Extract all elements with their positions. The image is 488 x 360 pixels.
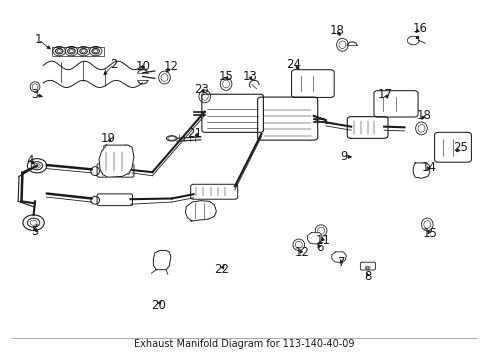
Text: 16: 16 xyxy=(412,22,427,35)
Text: 15: 15 xyxy=(218,70,233,83)
Text: 17: 17 xyxy=(377,88,392,101)
Text: 3: 3 xyxy=(31,88,39,101)
Text: 9: 9 xyxy=(340,150,347,163)
Bar xyxy=(51,46,103,56)
Polygon shape xyxy=(185,201,216,221)
Text: 21: 21 xyxy=(187,126,202,140)
Text: 18: 18 xyxy=(416,109,430,122)
Text: 12: 12 xyxy=(294,247,308,260)
Polygon shape xyxy=(153,251,170,270)
Text: 18: 18 xyxy=(328,24,344,37)
Polygon shape xyxy=(331,252,346,262)
Text: 4: 4 xyxy=(26,154,34,167)
Text: 11: 11 xyxy=(315,234,330,247)
Text: 24: 24 xyxy=(286,58,301,71)
Text: 23: 23 xyxy=(194,83,209,96)
Text: 15: 15 xyxy=(422,227,436,240)
Text: 10: 10 xyxy=(135,60,150,73)
Text: 1: 1 xyxy=(35,33,42,46)
Text: 20: 20 xyxy=(150,299,165,312)
Text: 7: 7 xyxy=(337,256,345,269)
Text: 19: 19 xyxy=(100,131,115,144)
Polygon shape xyxy=(412,163,429,178)
Text: 22: 22 xyxy=(213,263,228,276)
Text: 13: 13 xyxy=(243,70,257,83)
Text: 8: 8 xyxy=(364,270,371,283)
Text: 6: 6 xyxy=(315,241,323,254)
Text: 5: 5 xyxy=(31,225,39,238)
Text: 25: 25 xyxy=(452,141,467,154)
Text: 2: 2 xyxy=(110,58,117,71)
Text: Exhaust Manifold Diagram for 113-140-40-09: Exhaust Manifold Diagram for 113-140-40-… xyxy=(134,339,354,349)
Polygon shape xyxy=(307,233,322,244)
Text: 14: 14 xyxy=(420,161,435,174)
Text: 12: 12 xyxy=(163,60,178,73)
Polygon shape xyxy=(99,145,134,177)
